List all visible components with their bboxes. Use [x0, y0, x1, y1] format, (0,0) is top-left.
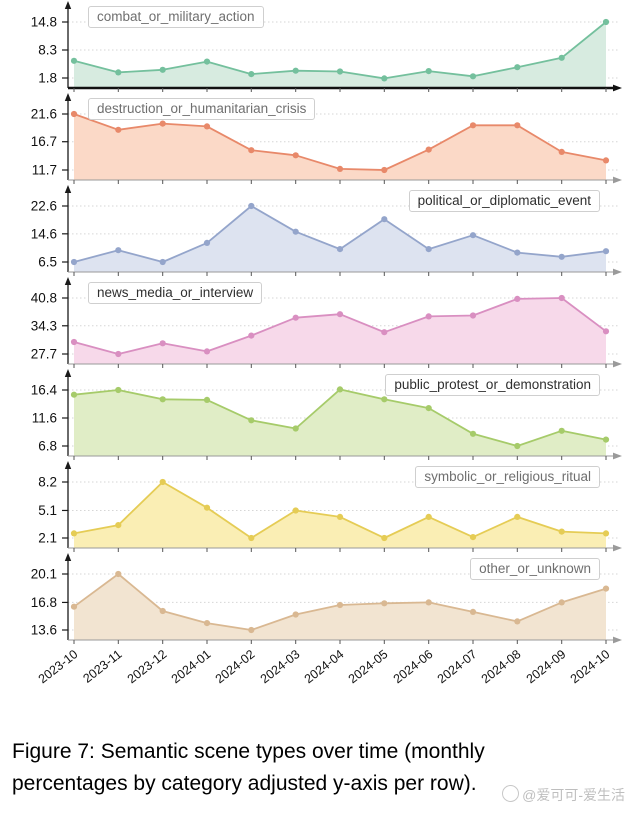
- y-tick-label: 11.7: [32, 163, 57, 178]
- y-tick-label: 22.6: [31, 199, 57, 214]
- series-label-protest: public_protest_or_demonstration: [385, 374, 600, 396]
- y-tick-label: 16.8: [31, 595, 57, 610]
- panel-combat-or-military-action: 14.8 8.3 1.8 combat_or_military_action: [0, 0, 639, 92]
- x-tick-label: 2024-02: [213, 647, 258, 687]
- panel-symbolic-or-religious-ritual: 8.2 5.1 2.1 symbolic_or_religious_ritual: [0, 460, 639, 552]
- y-tick-label: 40.8: [31, 291, 57, 306]
- area-chart-combat: 14.8 8.3 1.8: [31, 1, 622, 92]
- panel-political-or-diplomatic-event: 22.6 14.6 6.5 political_or_diplomatic_even…: [0, 184, 639, 276]
- x-tick-label: 2024-04: [301, 647, 347, 687]
- area-chart-destruction: 21.6 16.7 11.7: [31, 93, 622, 184]
- series-label-political: political_or_diplomatic_event: [408, 190, 600, 212]
- x-tick-label: 2024-07: [434, 647, 480, 687]
- watermark-logo-icon: [502, 785, 520, 802]
- x-tick-label: 2024-09: [523, 647, 569, 687]
- y-tick-label: 5.1: [38, 503, 57, 518]
- x-tick-label: 2024-06: [390, 647, 436, 687]
- y-tick-label: 16.4: [31, 383, 58, 398]
- y-tick-label: 11.6: [32, 411, 57, 426]
- y-tick-label: 16.7: [31, 134, 57, 149]
- watermark: @爱可可-爱生活: [502, 785, 625, 805]
- y-tick-label: 1.8: [38, 71, 57, 86]
- panel-public-protest-or-demonstration: 16.4 11.6 6.8 public_protest_or_demonstrat…: [0, 368, 639, 460]
- area-chart-protest: 16.4 11.6 6.8: [31, 369, 622, 460]
- x-axis-month-labels: 2023-10 2023-11 2023-12 2024-01 2024-02 2024-…: [0, 644, 639, 714]
- area-chart-other: 20.1 16.8 13.6: [31, 553, 622, 644]
- x-tick-label: 2023-12: [124, 647, 170, 687]
- area-chart-political: 22.6 14.6 6.5: [31, 185, 622, 276]
- y-tick-label: 6.5: [38, 255, 57, 270]
- y-tick-label: 14.6: [31, 226, 57, 241]
- x-tick-label: 2024-01: [168, 647, 214, 687]
- x-tick-label: 2024-03: [257, 647, 303, 687]
- y-tick-label: 20.1: [31, 567, 57, 582]
- watermark-text: @爱可可-爱生活: [522, 787, 625, 803]
- series-label-destruction: destruction_or_humanitarian_crisis: [88, 98, 316, 120]
- panel-destruction-or-humanitarian-crisis: 21.6 16.7 11.7 destruction_or_humanitarian…: [0, 92, 639, 184]
- x-tick-label: 2024-08: [479, 647, 524, 687]
- series-label-combat: combat_or_military_action: [88, 6, 264, 28]
- series-label-symbolic: symbolic_or_religious_ritual: [415, 466, 600, 488]
- y-tick-label: 13.6: [31, 623, 57, 638]
- y-tick-label: 6.8: [38, 439, 57, 454]
- series-label-other: other_or_unknown: [470, 558, 600, 580]
- area-chart-news-media: 40.8 34.3 27.7: [31, 277, 622, 368]
- panel-other-or-unknown: 20.1 16.8 13.6 other_or_unknown: [0, 552, 639, 644]
- y-tick-label: 8.3: [38, 43, 57, 58]
- x-tick-label: 2024-10: [567, 647, 613, 687]
- y-tick-label: 2.1: [38, 531, 57, 546]
- figure-caption: Figure 7: Semantic scene types over time…: [12, 736, 629, 799]
- x-tick-label: 2023-11: [80, 647, 125, 686]
- y-tick-label: 14.8: [31, 15, 57, 30]
- series-label-news-media: news_media_or_interview: [88, 282, 263, 304]
- y-tick-label: 27.7: [31, 347, 57, 362]
- y-tick-label: 21.6: [31, 107, 57, 122]
- caption-line-1: Figure 7: Semantic scene types over time…: [12, 740, 485, 763]
- area-chart-symbolic: 8.2 5.1 2.1: [38, 461, 622, 552]
- panel-news-media-or-interview: 40.8 34.3 27.7 news_media_or_interview: [0, 276, 639, 368]
- caption-line-2: percentages by category adjusted y-axis …: [12, 771, 477, 795]
- x-tick-label: 2024-05: [346, 647, 391, 687]
- y-tick-label: 8.2: [38, 475, 57, 490]
- x-tick-label: 2023-10: [35, 647, 81, 687]
- y-tick-label: 34.3: [31, 318, 57, 333]
